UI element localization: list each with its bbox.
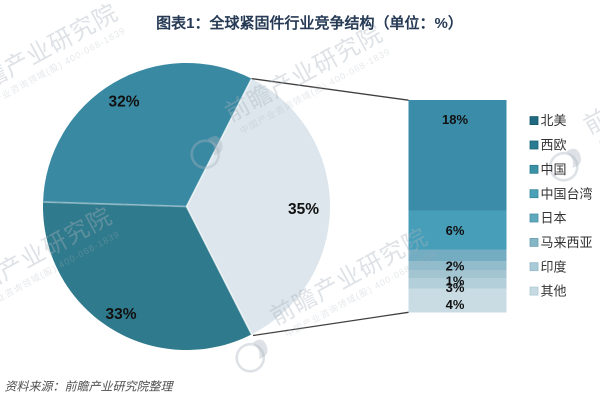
- svg-text:北美: 北美: [541, 113, 567, 128]
- svg-text:32%: 32%: [108, 93, 139, 110]
- svg-text:其他: 其他: [541, 284, 567, 299]
- svg-text:18%: 18%: [442, 112, 468, 127]
- svg-text:图表1：全球紧固件行业竞争结构（单位：%）: 图表1：全球紧固件行业竞争结构（单位：%）: [156, 14, 463, 32]
- svg-text:1%: 1%: [446, 274, 465, 289]
- svg-text:3%: 3%: [446, 280, 465, 295]
- svg-text:印度: 印度: [541, 259, 567, 274]
- svg-text:马来西亚: 马来西亚: [541, 235, 593, 250]
- svg-text:西欧: 西欧: [541, 138, 567, 153]
- svg-text:35%: 35%: [288, 201, 319, 218]
- svg-text:中国: 中国: [541, 162, 567, 177]
- svg-text:资料来源：前瞻产业研究院整理: 资料来源：前瞻产业研究院整理: [5, 380, 175, 394]
- svg-text:2%: 2%: [446, 259, 465, 274]
- svg-text:中国台湾: 中国台湾: [541, 186, 593, 201]
- svg-text:日本: 日本: [541, 211, 567, 226]
- svg-text:6%: 6%: [446, 223, 465, 238]
- svg-text:4%: 4%: [446, 297, 465, 312]
- svg-text:33%: 33%: [105, 306, 136, 323]
